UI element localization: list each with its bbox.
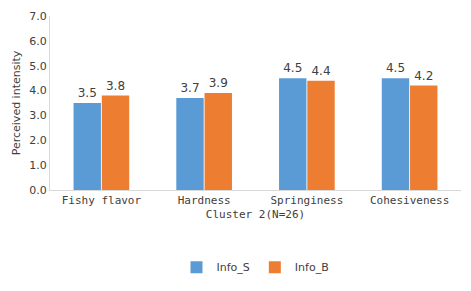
svg-text:5.0: 5.0: [29, 60, 47, 73]
svg-text:4.5: 4.5: [386, 61, 405, 75]
svg-text:4.4: 4.4: [311, 64, 330, 78]
svg-text:Springiness: Springiness: [270, 194, 343, 207]
svg-text:4.0: 4.0: [29, 84, 47, 97]
svg-text:7.0: 7.0: [29, 10, 47, 23]
svg-text:Info_S: Info_S: [217, 261, 250, 274]
svg-text:1.0: 1.0: [29, 159, 47, 172]
svg-text:6.0: 6.0: [29, 35, 47, 48]
svg-text:4.2: 4.2: [414, 69, 433, 83]
svg-text:Cohesiveness: Cohesiveness: [370, 194, 449, 207]
svg-text:2.0: 2.0: [29, 134, 47, 147]
svg-text:Cluster 2(N=26): Cluster 2(N=26): [206, 208, 305, 221]
svg-text:Fishy flavor: Fishy flavor: [62, 194, 142, 207]
svg-text:3.7: 3.7: [180, 81, 199, 95]
svg-text:3.9: 3.9: [209, 76, 228, 90]
svg-text:0.0: 0.0: [29, 184, 47, 197]
svg-text:3.5: 3.5: [78, 86, 97, 100]
svg-text:3.8: 3.8: [106, 79, 125, 93]
svg-text:3.0: 3.0: [29, 109, 47, 122]
svg-text:Perceived intensity: Perceived intensity: [10, 50, 23, 155]
svg-text:Hardness: Hardness: [178, 194, 231, 207]
svg-text:4.5: 4.5: [283, 61, 302, 75]
svg-text:Info_B: Info_B: [295, 261, 329, 274]
